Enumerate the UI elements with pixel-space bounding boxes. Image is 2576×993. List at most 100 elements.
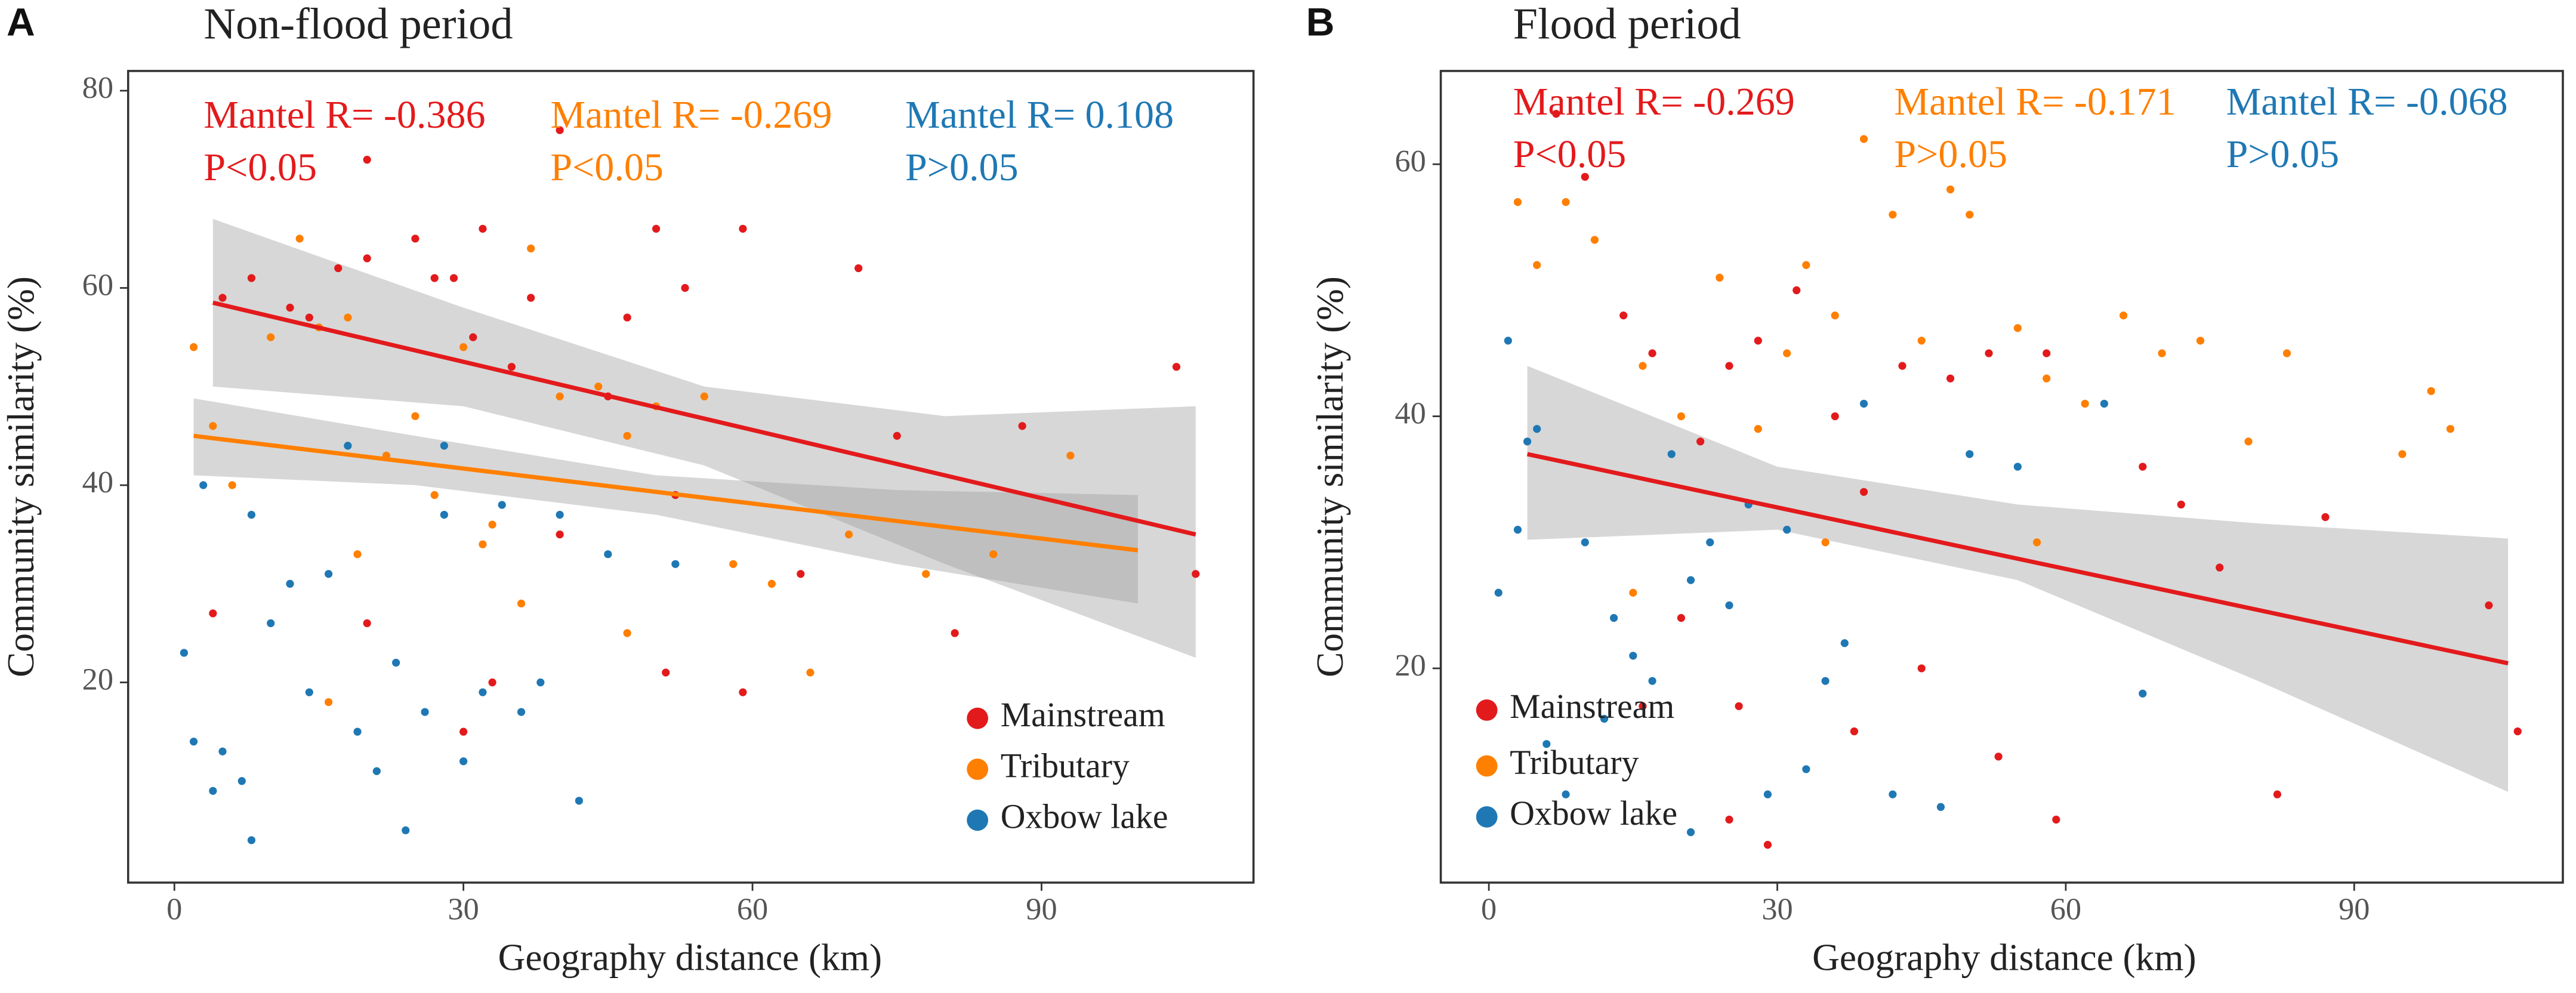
data-point (1783, 526, 1791, 534)
data-point (844, 531, 853, 539)
data-point (305, 688, 313, 696)
panel-label: B (1306, 0, 1335, 44)
data-point (1917, 337, 1926, 345)
data-point (1686, 576, 1695, 584)
legend-label: Oxbow lake (1001, 797, 1168, 836)
data-point (1850, 727, 1859, 736)
data-point (1725, 601, 1733, 609)
data-point (1889, 211, 1897, 219)
data-point (411, 235, 419, 243)
data-point (1783, 349, 1791, 357)
y-tick-label: 60 (1395, 144, 1426, 178)
annotation: Mantel R= 0.108 (905, 93, 1174, 137)
data-point (2446, 425, 2455, 433)
data-point (1609, 613, 1618, 622)
y-tick-label: 40 (1395, 396, 1426, 431)
legend-marker (967, 707, 989, 729)
y-axis-label: Community similarity (%) (0, 276, 42, 677)
data-point (681, 283, 689, 292)
data-point (2119, 312, 2128, 320)
annotation: P<0.05 (1513, 132, 1627, 176)
annotation: Mantel R= -0.269 (550, 93, 832, 137)
legend-marker (967, 809, 989, 831)
data-point (1600, 714, 1609, 723)
data-point (344, 313, 352, 322)
data-point (488, 678, 496, 687)
data-point (459, 757, 468, 766)
data-point (392, 658, 400, 667)
data-point (334, 264, 343, 273)
legend-marker (1476, 699, 1498, 721)
data-point (767, 579, 776, 588)
data-point (1966, 211, 1974, 219)
data-point (1639, 362, 1647, 370)
y-tick-label: 20 (1395, 648, 1426, 683)
data-point (2043, 374, 2051, 383)
annotation: Mantel R= -0.269 (1513, 80, 1795, 124)
data-point (1581, 172, 1589, 181)
data-point (430, 274, 439, 282)
plot-frame (127, 70, 1255, 884)
data-point (556, 392, 564, 400)
data-point (1763, 790, 1772, 798)
data-point (1629, 652, 1637, 660)
data-point (1542, 740, 1551, 748)
data-point (479, 540, 487, 548)
annotation: Mantel R= -0.068 (2226, 80, 2508, 124)
data-point (372, 767, 381, 775)
data-point (180, 649, 189, 657)
data-point (2052, 815, 2060, 824)
data-point (2398, 450, 2407, 458)
data-point (2485, 601, 2493, 609)
data-point (527, 244, 535, 252)
data-point (1533, 425, 1541, 433)
data-point (623, 431, 631, 440)
data-point (806, 668, 815, 677)
data-point (2196, 337, 2205, 345)
data-point (218, 747, 227, 755)
data-point (517, 708, 526, 716)
data-point (344, 442, 352, 450)
data-point (1677, 412, 1685, 421)
data-point (1725, 362, 1733, 370)
data-point (237, 777, 246, 785)
data-point (1629, 588, 1637, 597)
data-point (536, 678, 545, 687)
data-point (1562, 198, 1570, 206)
data-point (1831, 312, 1839, 320)
data-point (1840, 639, 1849, 647)
data-point (324, 698, 333, 707)
data-point (2043, 349, 2051, 357)
data-point (247, 836, 256, 844)
annotation: Mantel R= -0.386 (203, 93, 485, 137)
data-point (623, 629, 631, 637)
data-point (739, 688, 747, 696)
data-point (498, 501, 506, 509)
data-point (402, 826, 410, 835)
legend-marker (1476, 755, 1498, 777)
data-point (1966, 450, 1974, 458)
confidence-band (1527, 366, 2509, 792)
legend-label: Tributary (1510, 743, 1639, 782)
x-tick-label: 90 (1026, 892, 1057, 927)
data-point (1533, 261, 1541, 269)
data-point (1793, 286, 1801, 295)
data-point (209, 609, 217, 618)
data-point (1725, 815, 1733, 824)
data-point (1018, 422, 1026, 430)
fit-line (193, 433, 1139, 553)
chart-title: Flood period (1513, 0, 1741, 48)
annotation: P<0.05 (550, 146, 664, 189)
data-point (2216, 563, 2224, 572)
data-point (199, 481, 208, 489)
data-point (854, 264, 863, 273)
data-point (267, 619, 275, 627)
data-point (1552, 110, 1560, 118)
data-point (2427, 387, 2435, 395)
fit-line (212, 300, 1196, 537)
data-point (247, 274, 256, 282)
data-point (556, 510, 564, 519)
x-tick-label: 60 (2050, 892, 2081, 927)
